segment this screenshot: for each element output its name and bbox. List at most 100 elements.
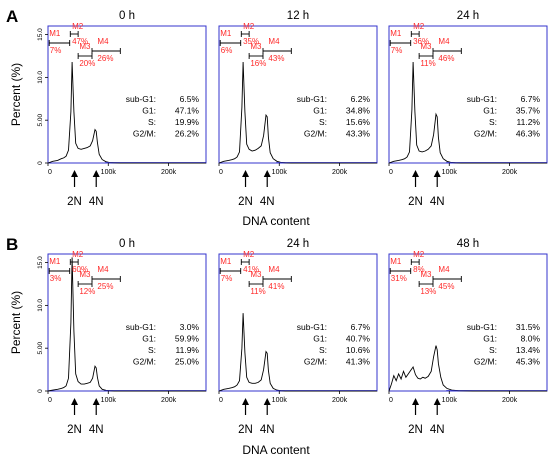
x-tick-label: 100k <box>442 397 458 404</box>
gate-percent: 7% <box>50 46 62 55</box>
gate-percent: 60% <box>72 265 88 274</box>
stat-value: 3.0% <box>180 322 200 332</box>
plot-a-24h-frame <box>388 25 548 164</box>
x-axis-label: DNA content <box>242 214 310 228</box>
gate-name: M1 <box>390 257 402 266</box>
stat-value: 40.7% <box>346 334 371 344</box>
arrow-label: 4N <box>430 424 445 436</box>
arrow-head <box>242 170 250 177</box>
gate-percent: 45% <box>438 282 454 291</box>
gate-percent: 46% <box>438 54 454 63</box>
gate-name: M4 <box>97 265 109 274</box>
stat-label: G2/M: <box>304 357 327 367</box>
gate-percent: 43% <box>268 54 284 63</box>
x-tick-label: 100k <box>442 169 458 176</box>
stat-label: G1: <box>142 106 156 116</box>
plot-b-48h-frame <box>388 253 548 392</box>
stat-value: 8.0% <box>521 334 541 344</box>
plot-a-0h-histogram-trace <box>47 61 206 164</box>
arrow-head <box>92 170 100 177</box>
stat-value: 35.7% <box>516 106 541 116</box>
arrow-head <box>412 398 420 405</box>
stat-label: G2/M: <box>133 357 156 367</box>
stat-label: G1: <box>313 106 327 116</box>
stat-label: S: <box>319 117 327 127</box>
stat-label: G1: <box>483 106 497 116</box>
plot-a-12h-frame <box>218 25 378 164</box>
stat-label: G2/M: <box>133 129 156 139</box>
gate-percent: 12% <box>79 287 95 296</box>
stat-label: G1: <box>313 334 327 344</box>
arrow-head <box>242 398 250 405</box>
y-axis-label: Percent (%) <box>9 291 23 354</box>
gate-name: M1 <box>220 257 232 266</box>
arrow-label: 4N <box>260 424 275 436</box>
stat-value: 6.2% <box>351 94 371 104</box>
gate-name: M2 <box>243 250 255 259</box>
gate-percent: 41% <box>243 265 259 274</box>
stat-value: 43.3% <box>346 129 371 139</box>
gate-percent: 36% <box>413 37 429 46</box>
gate-name: M3 <box>250 270 262 279</box>
stat-value: 10.6% <box>346 345 371 355</box>
gate-name: M3 <box>420 42 432 51</box>
stat-value: 45.3% <box>516 357 541 367</box>
stat-label: G2/M: <box>304 129 327 139</box>
gate-name: M4 <box>268 265 280 274</box>
arrow-head <box>263 398 271 405</box>
plot-a-24h-histogram-trace <box>388 61 547 164</box>
x-tick-label: 0 <box>389 397 393 404</box>
stat-label: sub-G1: <box>297 322 327 332</box>
stat-value: 25.0% <box>175 357 200 367</box>
gate-name: M1 <box>220 29 232 38</box>
stat-label: G1: <box>142 334 156 344</box>
gate-percent: 47% <box>72 37 88 46</box>
plot-title: 48 h <box>457 238 479 250</box>
x-axis-label: DNA content <box>242 443 310 457</box>
y-tick-label: 5.00 <box>37 113 44 126</box>
arrow-head <box>433 398 441 405</box>
stat-label: G1: <box>483 334 497 344</box>
gate-percent: 31% <box>391 274 407 283</box>
gate-name: M3 <box>250 42 262 51</box>
x-tick-label: 0 <box>48 169 52 176</box>
arrow-label: 2N <box>67 196 82 208</box>
arrow-label: 2N <box>408 196 423 208</box>
arrow-head <box>433 170 441 177</box>
y-tick-label: 0 <box>37 161 44 165</box>
x-tick-label: 100k <box>101 397 117 404</box>
arrow-label: 2N <box>238 424 253 436</box>
stat-value: 41.3% <box>346 357 371 367</box>
arrow-label: 4N <box>89 424 104 436</box>
gate-name: M4 <box>438 37 450 46</box>
gate-percent: 13% <box>420 287 436 296</box>
stat-label: G2/M: <box>474 357 497 367</box>
gate-name: M2 <box>72 22 84 31</box>
y-axis-label: Percent (%) <box>9 63 23 126</box>
x-tick-label: 0 <box>219 397 223 404</box>
gate-name: M2 <box>72 250 84 259</box>
stat-value: 13.4% <box>516 345 541 355</box>
stat-label: G2/M: <box>474 129 497 139</box>
x-tick-label: 100k <box>101 169 117 176</box>
stat-label: sub-G1: <box>126 322 156 332</box>
gate-percent: 6% <box>221 46 233 55</box>
arrow-head <box>71 170 79 177</box>
stat-value: 19.9% <box>175 117 200 127</box>
gate-percent: 11% <box>420 59 435 68</box>
gate-percent: 26% <box>97 54 113 63</box>
arrow-label: 2N <box>67 424 82 436</box>
gate-percent: 11% <box>250 287 265 296</box>
stat-label: sub-G1: <box>126 94 156 104</box>
arrow-label: 4N <box>89 196 104 208</box>
stat-value: 26.2% <box>175 129 200 139</box>
y-tick-label: 10.0 <box>37 71 44 84</box>
stat-label: S: <box>148 345 156 355</box>
stat-value: 6.5% <box>180 94 200 104</box>
gate-percent: 7% <box>221 274 233 283</box>
x-tick-label: 200k <box>161 397 177 404</box>
y-tick-label: 15.0 <box>37 28 44 41</box>
plot-a-12h-histogram-trace <box>218 61 377 164</box>
arrow-head <box>412 170 420 177</box>
